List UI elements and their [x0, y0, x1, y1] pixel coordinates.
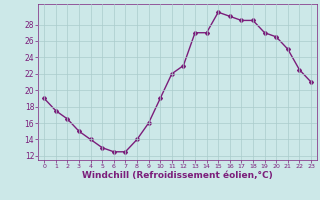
X-axis label: Windchill (Refroidissement éolien,°C): Windchill (Refroidissement éolien,°C)	[82, 171, 273, 180]
